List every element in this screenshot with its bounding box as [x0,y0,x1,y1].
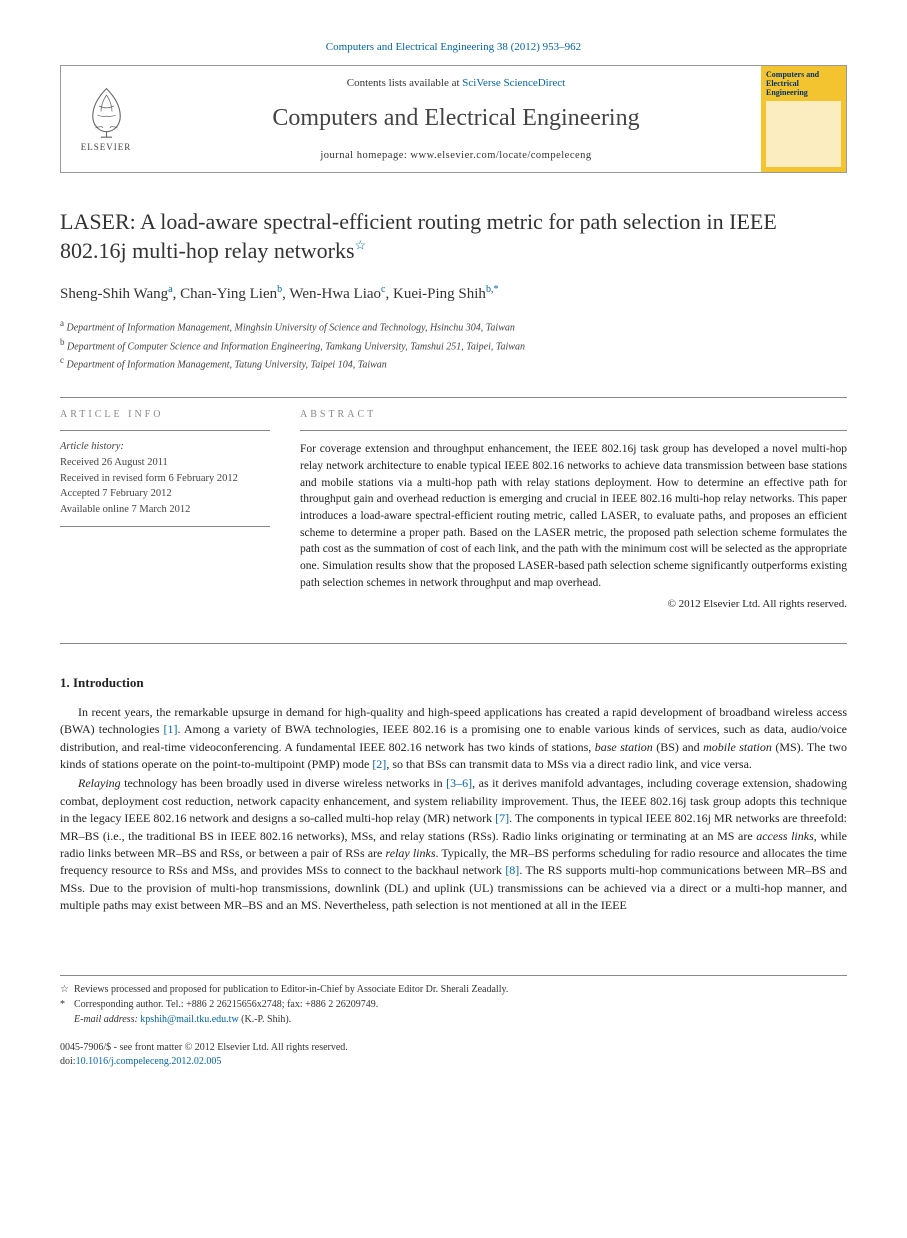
email-label: E-mail address: [74,1014,138,1025]
affiliation-a: a Department of Information Management, … [60,317,847,335]
paper-title-text: LASER: A load-aware spectral-efficient r… [60,209,777,263]
footnote-review-text: Reviews processed and proposed for publi… [74,984,508,995]
journal-name: Computers and Electrical Engineering [161,102,751,136]
author-3-aff: c [381,284,385,295]
ref-1[interactable]: [1] [164,722,178,736]
sciencedirect-link[interactable]: SciVerse ScienceDirect [462,77,565,89]
elsevier-brand-text: ELSEVIER [81,141,132,154]
journal-citation: Computers and Electrical Engineering 38 … [60,40,847,55]
aff-sup-a: a [60,318,64,328]
p1-seg5: , so that BSs can transmit data to MSs v… [386,757,752,771]
author-4-aff: b,* [486,284,499,295]
footnote-corresponding-text: Corresponding author. Tel.: +886 2 26215… [74,999,378,1010]
journal-homepage-line: journal homepage: www.elsevier.com/locat… [161,149,751,164]
article-history: Article history: Received 26 August 2011… [60,430,270,527]
history-heading: Article history: [60,439,270,455]
author-list: Sheng-Shih Wanga, Chan-Ying Lienb, Wen-H… [60,283,847,305]
article-info-label: ARTICLE INFO [60,408,270,422]
email-address[interactable]: kpshih@mail.tku.edu.tw [140,1014,238,1025]
ref-2[interactable]: [2] [372,757,386,771]
email-who: (K.-P. Shih). [239,1014,292,1025]
author-1: Sheng-Shih Wang [60,286,168,302]
affiliation-list: a Department of Information Management, … [60,317,847,372]
p2-ital2: access links [756,829,814,843]
p2-ital1: Relaying [78,776,121,790]
contents-available-line: Contents lists available at SciVerse Sci… [161,76,751,91]
header-center: Contents lists available at SciVerse Sci… [151,66,761,172]
author-2-aff: b [277,284,282,295]
ref-3-6[interactable]: [3–6] [446,776,472,790]
p1-ital2: mobile station [703,740,772,754]
homepage-prefix: journal homepage: [320,150,410,161]
elsevier-tree-icon [79,84,134,139]
author-2: Chan-Ying Lien [180,286,277,302]
abstract-label: ABSTRACT [300,408,847,422]
intro-paragraph-2: Relaying technology has been broadly use… [60,775,847,914]
intro-paragraph-1: In recent years, the remarkable upsurge … [60,704,847,774]
front-matter-line: 0045-7906/$ - see front matter © 2012 El… [60,1041,847,1055]
p2-ital3: relay links [386,846,436,860]
cover-title: Computers and Electrical Engineering [766,71,841,97]
footnote-email: E-mail address: kpshih@mail.tku.edu.tw (… [60,1012,847,1027]
homepage-url[interactable]: www.elsevier.com/locate/compeleceng [410,150,591,161]
divider-bottom [60,643,847,644]
aff-text-b: Department of Computer Science and Infor… [67,341,525,352]
journal-header-box: ELSEVIER Contents lists available at Sci… [60,65,847,173]
aff-text-c: Department of Information Management, Ta… [67,359,387,370]
footer-meta: 0045-7906/$ - see front matter © 2012 El… [60,1041,847,1069]
footnote-review: ☆Reviews processed and proposed for publ… [60,982,847,997]
ref-7[interactable]: [7] [495,811,509,825]
history-line-2: Received in revised form 6 February 2012 [60,471,270,487]
article-info-column: ARTICLE INFO Article history: Received 2… [60,398,270,612]
doi-link[interactable]: 10.1016/j.compeleceng.2012.02.005 [76,1056,222,1067]
author-3: Wen-Hwa Liao [289,286,381,302]
affiliation-c: c Department of Information Management, … [60,354,847,372]
history-line-3: Accepted 7 February 2012 [60,486,270,502]
footnote-mark-star: ☆ [60,982,74,997]
section-1-heading: 1. Introduction [60,674,847,692]
p1-ital1: base station [595,740,653,754]
footnote-mark-asterisk: * [60,997,74,1012]
author-4: Kuei-Ping Shih [393,286,486,302]
history-line-4: Available online 7 March 2012 [60,502,270,518]
abstract-text: For coverage extension and throughput en… [300,430,847,591]
p2-seg1: technology has been broadly used in dive… [121,776,446,790]
paper-title: LASER: A load-aware spectral-efficient r… [60,208,847,265]
contents-prefix: Contents lists available at [347,77,462,89]
doi-line: doi:10.1016/j.compeleceng.2012.02.005 [60,1055,847,1069]
journal-cover-thumbnail: Computers and Electrical Engineering [761,66,846,172]
aff-sup-c: c [60,355,64,365]
abstract-copyright: © 2012 Elsevier Ltd. All rights reserved… [300,597,847,612]
abstract-column: ABSTRACT For coverage extension and thro… [300,398,847,612]
ref-8[interactable]: [8] [505,863,519,877]
author-1-aff: a [168,284,172,295]
aff-text-a: Department of Information Management, Mi… [67,323,515,334]
cover-body [766,101,841,167]
footnote-corresponding: *Corresponding author. Tel.: +886 2 2621… [60,997,847,1012]
history-line-1: Received 26 August 2011 [60,455,270,471]
elsevier-logo: ELSEVIER [61,66,151,172]
affiliation-b: b Department of Computer Science and Inf… [60,336,847,354]
info-abstract-row: ARTICLE INFO Article history: Received 2… [60,398,847,612]
footnotes: ☆Reviews processed and proposed for publ… [60,975,847,1027]
doi-prefix: doi: [60,1056,76,1067]
p1-seg3: (BS) and [653,740,703,754]
title-footnote-mark: ☆ [355,237,367,252]
aff-sup-b: b [60,337,65,347]
